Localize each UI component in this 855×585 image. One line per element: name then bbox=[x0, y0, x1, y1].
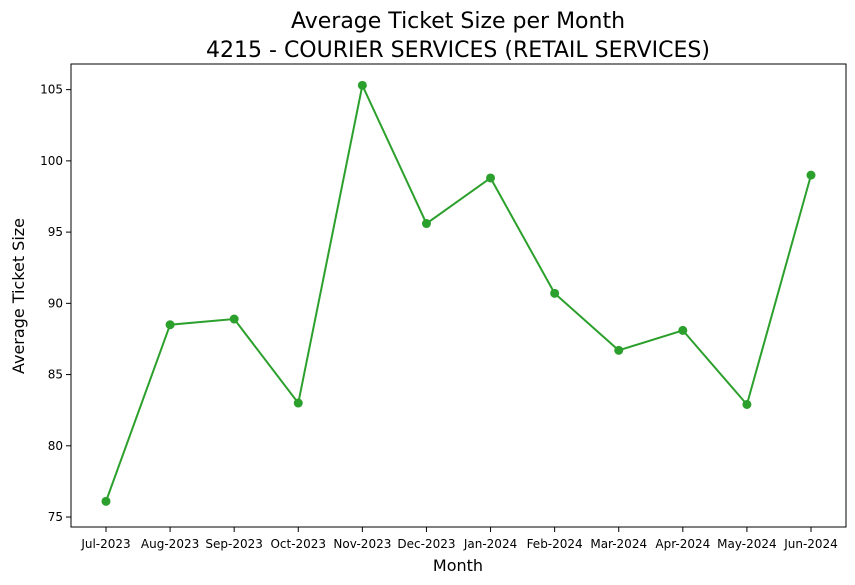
data-point bbox=[229, 314, 239, 324]
data-point bbox=[101, 496, 111, 506]
x-tick-label: May-2024 bbox=[717, 537, 776, 551]
data-point bbox=[678, 325, 688, 335]
x-tick-label: Nov-2023 bbox=[333, 537, 391, 551]
x-tick-label: Dec-2023 bbox=[397, 537, 455, 551]
chart-subtitle: 4215 - COURIER SERVICES (RETAIL SERVICES… bbox=[206, 38, 710, 63]
data-point bbox=[357, 80, 367, 90]
data-point bbox=[806, 170, 816, 180]
data-point bbox=[165, 320, 175, 330]
chart-title: Average Ticket Size per Month bbox=[291, 9, 625, 34]
data-point bbox=[421, 219, 431, 229]
data-point bbox=[293, 398, 303, 408]
x-tick-label: Feb-2024 bbox=[527, 537, 583, 551]
x-tick-label: Sep-2023 bbox=[205, 537, 263, 551]
y-tick-label: 75 bbox=[48, 510, 63, 524]
data-point bbox=[550, 288, 560, 298]
x-tick-label: Jul-2023 bbox=[80, 537, 130, 551]
x-tick-label: Jun-2024 bbox=[783, 537, 838, 551]
data-point bbox=[486, 173, 496, 183]
y-tick-label: 85 bbox=[48, 368, 63, 382]
x-tick-label: Aug-2023 bbox=[141, 537, 199, 551]
data-point bbox=[742, 399, 752, 409]
plot-area: 75 80 85 90 95 100 105 Jul-2023 Aug-2023 Sep-2023… bbox=[40, 63, 847, 551]
x-tick-label: Oct-2023 bbox=[270, 537, 326, 551]
plot-frame bbox=[70, 63, 847, 528]
data-point bbox=[614, 345, 624, 355]
y-tick-label: 100 bbox=[40, 154, 63, 168]
x-axis-label: Month bbox=[433, 556, 483, 575]
y-tick-label: 90 bbox=[48, 296, 63, 310]
series-line bbox=[105, 82, 812, 502]
x-tick-label: Mar-2024 bbox=[590, 537, 647, 551]
y-tick-label: 95 bbox=[48, 225, 63, 239]
y-tick-label: 105 bbox=[40, 83, 63, 97]
x-tick-label: Jan-2024 bbox=[463, 537, 517, 551]
x-tick-label: Apr-2024 bbox=[655, 537, 710, 551]
y-axis-label: Average Ticket Size bbox=[9, 218, 28, 374]
y-tick-label: 80 bbox=[48, 439, 63, 453]
